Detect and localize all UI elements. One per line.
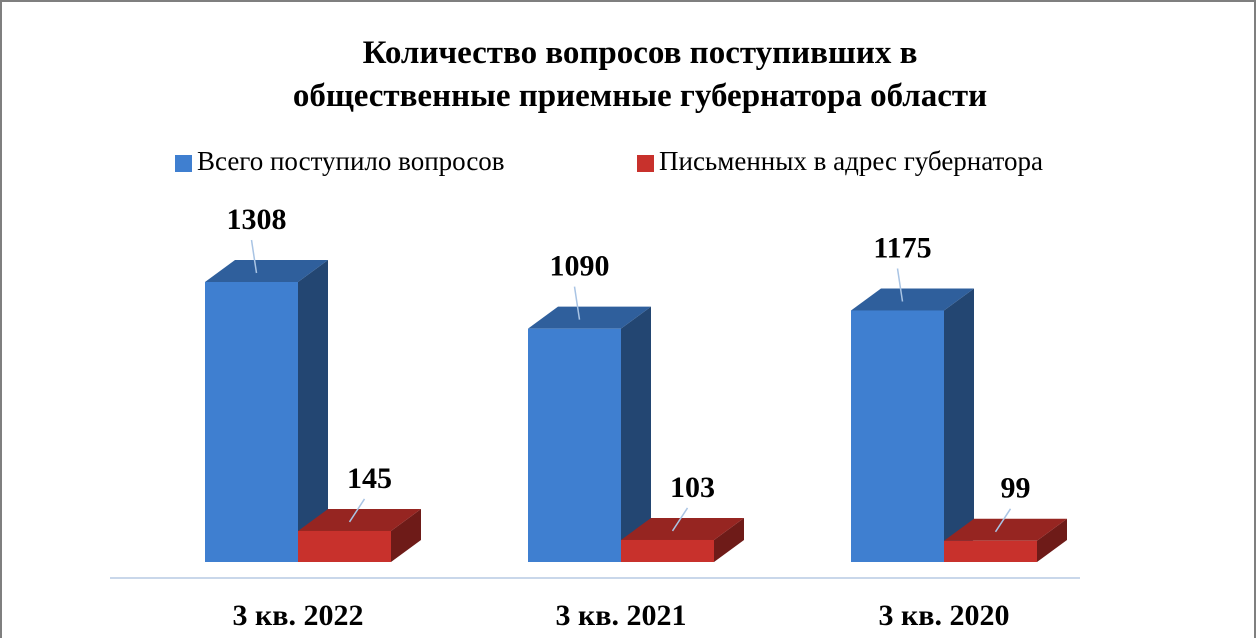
bar-top (528, 306, 651, 329)
bar (944, 518, 1067, 562)
bar-front (621, 539, 714, 562)
leader-line (994, 508, 1012, 533)
legend-swatch (175, 155, 192, 172)
bar-top (298, 508, 421, 531)
bar-front (298, 530, 391, 562)
data-label: 103 (670, 471, 715, 504)
data-label: 1308 (227, 203, 287, 236)
bar (298, 508, 421, 562)
bar-front (528, 328, 621, 562)
bar-front (944, 540, 1037, 562)
bar-top (944, 518, 1067, 541)
data-label: 1090 (550, 250, 610, 283)
leader-line (573, 286, 581, 320)
leader-line (671, 507, 689, 532)
leader-line (348, 498, 366, 523)
bar-top (205, 260, 328, 282)
bar (851, 288, 974, 562)
bar-side (298, 260, 328, 562)
legend-label: Письменных в адрес губернатора (659, 146, 1043, 176)
bar-front (851, 310, 944, 562)
data-label: 145 (347, 462, 392, 495)
x-tick-label: 3 кв. 2020 (879, 599, 1010, 632)
leader-line (250, 239, 258, 274)
leader-line (896, 268, 904, 302)
x-tick-label: 3 кв. 2022 (233, 599, 364, 632)
bar-front (205, 282, 298, 562)
bar-side (391, 508, 421, 562)
chart-title: Количество вопросов поступивших в обществ… (293, 35, 987, 114)
bar-top (621, 517, 744, 540)
bar (205, 260, 328, 562)
legend-swatch (637, 155, 654, 172)
bar-top (851, 288, 974, 311)
bar-side (621, 306, 651, 562)
data-label: 99 (1001, 472, 1031, 505)
bar (528, 306, 651, 562)
bar (621, 517, 744, 562)
legend-label: Всего поступило вопросов (197, 146, 505, 176)
bar-side (714, 517, 744, 562)
bar-side (1037, 518, 1067, 562)
bar-side (944, 288, 974, 562)
x-tick-label: 3 кв. 2021 (556, 599, 687, 632)
data-label: 1175 (873, 231, 931, 264)
